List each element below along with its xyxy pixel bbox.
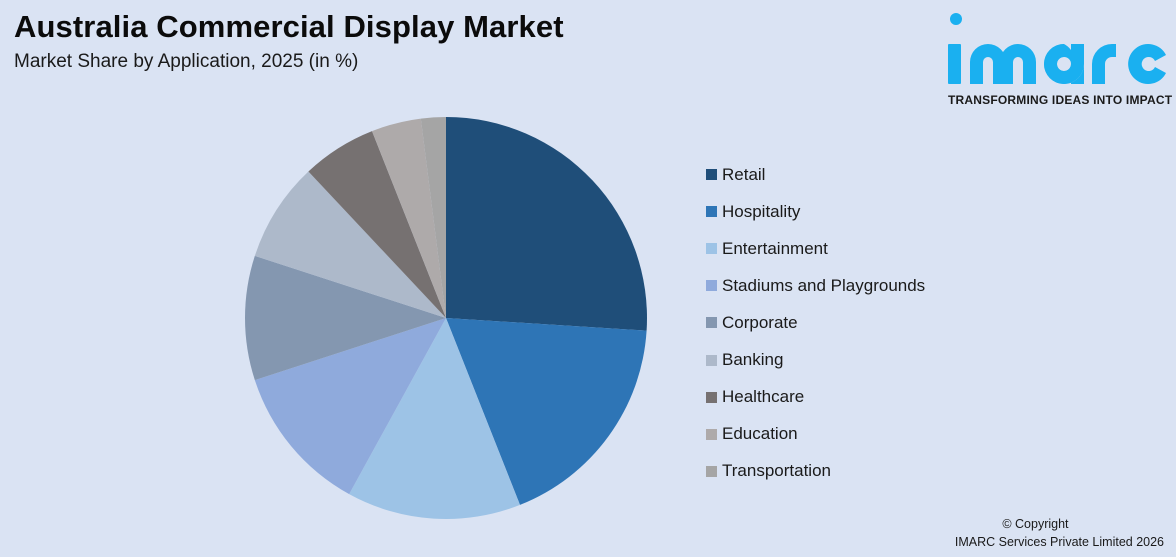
legend-label: Healthcare — [722, 387, 805, 407]
legend-label: Banking — [722, 350, 784, 370]
legend-swatch-icon — [706, 354, 717, 366]
copyright-notice: © Copyright IMARC Services Private Limit… — [955, 515, 1164, 551]
legend-swatch-icon — [706, 243, 717, 255]
legend-swatch-icon — [706, 391, 717, 403]
pie-slice-education — [372, 118, 446, 318]
legend-swatch-icon — [706, 206, 717, 218]
chart-title: Australia Commercial Display Market — [14, 9, 564, 44]
pie-slice-transportation — [420, 117, 446, 318]
legend-label: Transportation — [722, 461, 831, 481]
legend-item-banking: Banking — [706, 341, 925, 378]
legend-label: Stadiums and Playgrounds — [722, 275, 926, 295]
copyright-line-2: IMARC Services Private Limited 2026 — [954, 535, 1164, 549]
legend-swatch-icon — [706, 428, 717, 440]
legend-item-retail: Retail — [706, 156, 925, 193]
pie-slice-banking — [254, 171, 446, 318]
imarc-logo: TRANSFORMING IDEAS INTO IMPACT — [944, 10, 1172, 110]
legend-label: Entertainment — [722, 238, 828, 258]
legend-item-corporate: Corporate — [706, 304, 925, 341]
legend-swatch-icon — [706, 317, 717, 329]
pie-slice-healthcare — [308, 131, 446, 318]
legend-swatch-icon — [706, 169, 717, 181]
chart-subtitle: Market Share by Application, 2025 (in %) — [14, 51, 359, 72]
pie-slice-corporate — [245, 255, 446, 381]
legend-label: Corporate — [722, 312, 798, 332]
logo-tagline: TRANSFORMING IDEAS INTO IMPACT — [948, 93, 1173, 107]
legend-swatch-icon — [706, 465, 717, 477]
legend-item-hospitality: Hospitality — [706, 193, 925, 230]
legend-label: Hospitality — [722, 201, 801, 221]
legend-item-entertainment: Entertainment — [706, 230, 925, 267]
pie-slice-hospitality — [446, 318, 647, 505]
imarc-wordmark-icon — [948, 13, 1166, 85]
pie-slice-entertainment — [349, 318, 520, 520]
pie-chart — [245, 117, 647, 520]
legend-swatch-icon — [706, 280, 717, 292]
legend-item-education: Education — [706, 416, 925, 453]
chart-legend: Retail Hospitality Entertainment Stadiums a… — [706, 156, 925, 490]
legend-item-transportation: Transportation — [706, 453, 925, 490]
legend-label: Education — [722, 424, 798, 444]
legend-item-stadiums-and-playgrounds: Stadiums and Playgrounds — [706, 267, 925, 304]
legend-label: Retail — [722, 164, 766, 184]
pie-slice-retail — [446, 117, 647, 331]
legend-item-healthcare: Healthcare — [706, 379, 925, 416]
copyright-line-1: © Copyright — [1002, 517, 1069, 531]
pie-slice-stadiums-and-playgrounds — [254, 318, 446, 495]
